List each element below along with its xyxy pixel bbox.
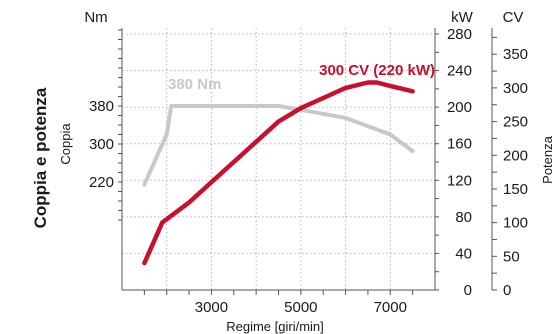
kw-axis-tick-label: 80: [455, 209, 472, 226]
kw-axis-tick-label: 160: [447, 136, 472, 153]
left-axis-unit: Nm: [84, 9, 107, 26]
cv-axis-tick-label: 100: [503, 215, 528, 232]
cv-axis-unit: CV: [503, 9, 524, 26]
kw-axis-tick-label: 280: [447, 26, 472, 43]
kw-axis-tick-label: 40: [455, 245, 472, 262]
kw-axis-tick-label: 120: [447, 172, 472, 189]
left-axis-tick-label: 300: [89, 136, 114, 153]
cv-axis-tick-label: 150: [503, 181, 528, 198]
kw-axis-tick-label: 0: [464, 282, 472, 299]
cv-axis-tick-label: 350: [503, 46, 528, 63]
power-series-label: 300 CV (220 kW): [319, 62, 435, 79]
right-axis-label: Potenza: [540, 135, 555, 183]
kw-axis-tick-label: 200: [447, 99, 472, 116]
series-lines: [142, 80, 415, 266]
cv-axis-tick-label: 200: [503, 147, 528, 164]
x-axis-tick-label: 7000: [374, 299, 407, 316]
cv-axis-tick-label: 50: [503, 248, 520, 265]
cv-axis-tick-label: 300: [503, 80, 528, 97]
chart-title: Coppia e potenza: [31, 87, 50, 228]
labels: Coppia e potenza Nm Coppia kW CV Potenza…: [31, 9, 555, 334]
torque-line: [142, 104, 415, 187]
x-axis-tick-label: 5000: [284, 299, 317, 316]
x-axis-tick-label: 3000: [195, 299, 228, 316]
torque-series-label: 380 Nm: [168, 76, 221, 93]
cv-axis-tick-label: 0: [503, 282, 511, 299]
kw-axis-unit: kW: [451, 9, 474, 26]
left-axis-tick-label: 380: [89, 98, 114, 115]
power-line: [142, 80, 415, 266]
x-axis-label: Regime [giri/min]: [226, 319, 324, 334]
cv-axis-tick-label: 250: [503, 114, 528, 131]
left-axis-tick-label: 220: [89, 174, 114, 191]
kw-axis-tick-label: 240: [447, 63, 472, 80]
left-axis-label: Coppia: [58, 123, 73, 165]
